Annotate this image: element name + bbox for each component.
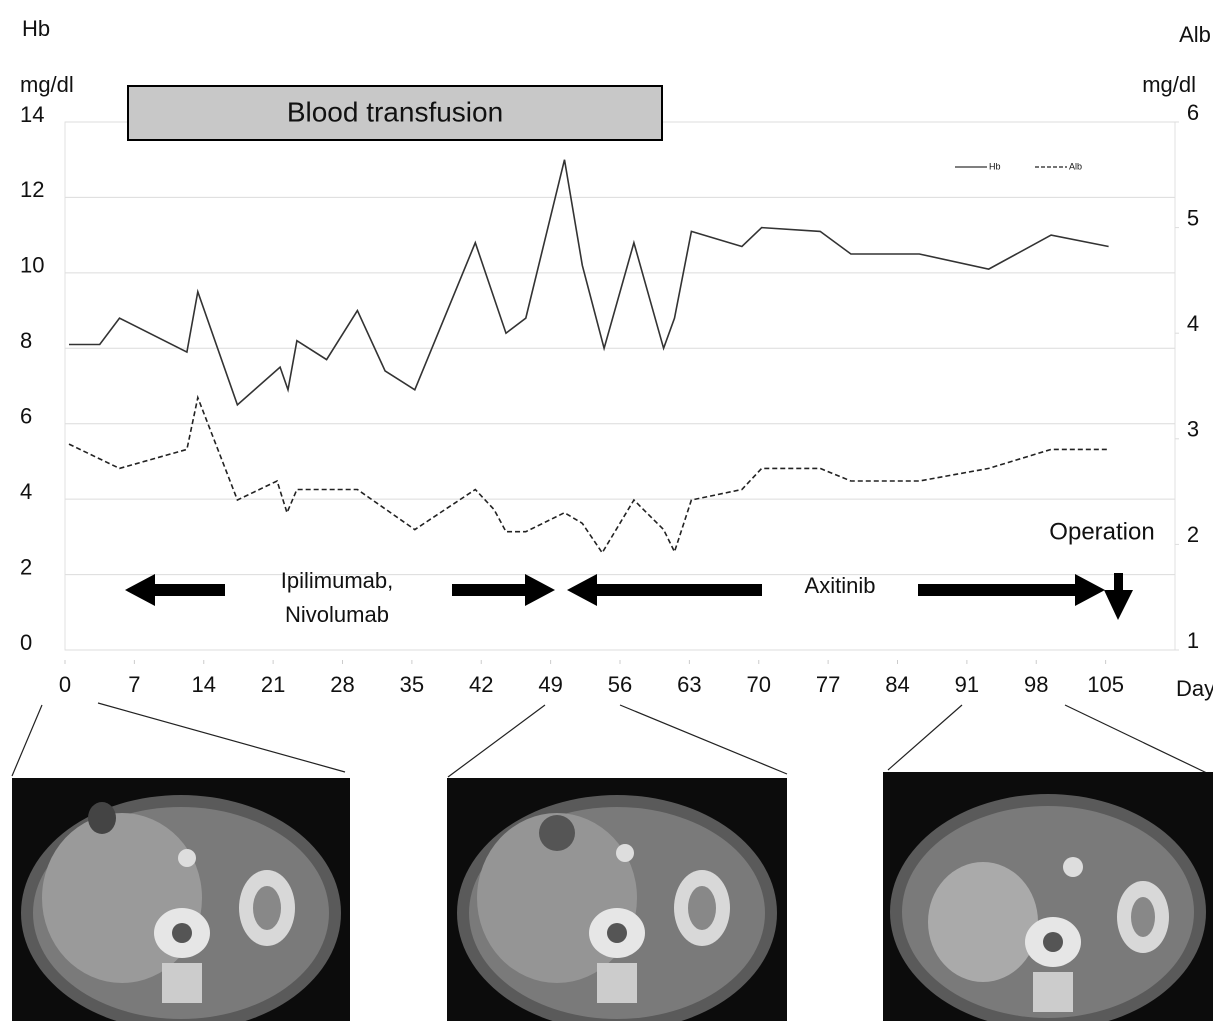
data-line bbox=[69, 398, 1109, 553]
y-tick-label: 2 bbox=[20, 554, 32, 579]
arrow bbox=[125, 574, 225, 606]
x-tick-label: 56 bbox=[608, 672, 632, 697]
y-tick-label: 10 bbox=[20, 253, 44, 278]
annotation: Operation bbox=[1049, 518, 1154, 545]
y2-tick-label: 6 bbox=[1187, 100, 1199, 125]
y-tick-label: 4 bbox=[20, 479, 32, 504]
x-tick-label: 105 bbox=[1087, 672, 1124, 697]
y-tick-label: 8 bbox=[20, 328, 32, 353]
y2-tick-label: 5 bbox=[1187, 205, 1199, 230]
x-tick-label: 28 bbox=[330, 672, 354, 697]
annotation: Ipilimumab, bbox=[281, 568, 393, 593]
annotation: Axitinib bbox=[805, 573, 876, 598]
y-tick-label: 0 bbox=[20, 630, 32, 655]
x-tick-label: 35 bbox=[400, 672, 424, 697]
y-axis-label: Hb bbox=[22, 16, 50, 41]
annotation: Blood transfusion bbox=[287, 96, 503, 127]
x-tick-label: 21 bbox=[261, 672, 285, 697]
x-tick-label: 77 bbox=[816, 672, 840, 697]
x-tick-label: 91 bbox=[955, 672, 979, 697]
y2-axis-label: Alb bbox=[1179, 22, 1211, 47]
y-tick-label: 6 bbox=[20, 404, 32, 429]
y2-tick-label: 2 bbox=[1187, 522, 1199, 547]
y2-tick-label: 3 bbox=[1187, 417, 1199, 442]
ct-image bbox=[447, 778, 787, 1021]
ct-image bbox=[883, 772, 1213, 1021]
x-tick-label: 14 bbox=[192, 672, 216, 697]
x-tick-label: 42 bbox=[469, 672, 493, 697]
x-tick-label: 0 bbox=[59, 672, 71, 697]
data-line bbox=[69, 160, 1109, 405]
annotation: Nivolumab bbox=[285, 602, 389, 627]
arrow bbox=[452, 574, 555, 606]
x-tick-label: 84 bbox=[885, 672, 909, 697]
y-tick-label: 12 bbox=[20, 177, 44, 202]
arrow bbox=[918, 574, 1105, 606]
x-tick-label: 98 bbox=[1024, 672, 1048, 697]
arrow bbox=[567, 574, 762, 606]
ct-image bbox=[12, 778, 350, 1021]
y-axis-unit: mg/dl bbox=[20, 72, 74, 97]
legend-label: Alb bbox=[1069, 161, 1082, 171]
x-tick-label: 49 bbox=[538, 672, 562, 697]
chart: Hb mg/dl Alb mg/dl Day bbox=[0, 0, 1213, 1021]
x-axis-label: Day bbox=[1176, 676, 1213, 701]
y2-tick-label: 4 bbox=[1187, 311, 1199, 336]
x-tick-label: 63 bbox=[677, 672, 701, 697]
x-tick-label: 7 bbox=[128, 672, 140, 697]
y-tick-label: 14 bbox=[20, 102, 44, 127]
x-tick-label: 70 bbox=[747, 672, 771, 697]
connectors bbox=[12, 703, 1211, 777]
y2-axis-unit: mg/dl bbox=[1142, 72, 1196, 97]
arrow bbox=[1104, 573, 1133, 620]
y2-tick-label: 1 bbox=[1187, 628, 1199, 653]
legend-label: Hb bbox=[989, 161, 1001, 171]
